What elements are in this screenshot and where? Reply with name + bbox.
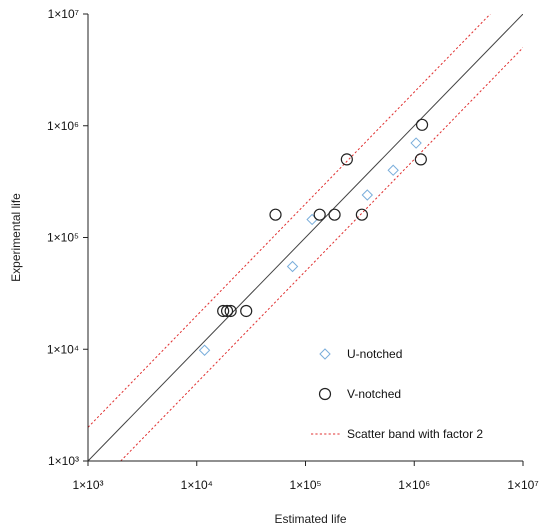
plot-area [88, 14, 523, 461]
diamond-point-0-4 [387, 164, 399, 176]
circle-point-1-9 [414, 153, 427, 166]
circle-point-1-6 [328, 208, 341, 221]
series-v-notched [217, 118, 429, 318]
diamond-point-0-3 [361, 189, 373, 201]
x-tick-label-2: 1×10⁵ [289, 478, 321, 492]
diamond-point-0-0 [198, 344, 211, 356]
diamond-point-0-2 [306, 213, 318, 226]
legend-symbol-diamond [319, 348, 331, 360]
y-tick-label-3: 1×10⁶ [47, 119, 79, 133]
legend-label-1: V-notched [347, 387, 401, 401]
y-tick-label-4: 1×10⁷ [48, 7, 79, 21]
series-u-notched [198, 137, 422, 356]
identity-line [88, 14, 523, 461]
x-tick-label-1: 1×10⁴ [181, 478, 213, 492]
x-tick-label-0: 1×10³ [72, 478, 103, 492]
x-axis-title: Estimated life [274, 512, 346, 526]
y-tick-label-1: 1×10⁴ [47, 342, 79, 356]
y-tick-label-0: 1×10³ [48, 454, 79, 468]
scatter-band-lower-line [120, 47, 523, 461]
circle-point-1-8 [340, 153, 353, 166]
legend: U-notched V-notched Scatter band with fact… [311, 347, 483, 441]
diamond-point-0-5 [410, 137, 422, 149]
circle-point-1-1 [220, 304, 234, 318]
diamond-point-0-1 [286, 260, 299, 273]
y-axis-title: Experimental life [9, 193, 23, 282]
legend-symbol-circle [318, 387, 332, 401]
y-tick-label-2: 1×10⁵ [47, 231, 79, 245]
axes: 1×10³ 1×10⁴ 1×10⁵ 1×10⁶ 1×10⁷ 1×10³ 1×10⁴ 1×10⁵… [47, 7, 539, 492]
circle-point-1-10 [415, 118, 429, 131]
circle-point-1-0 [217, 304, 230, 318]
scatter-band-upper-line [88, 14, 491, 428]
circle-point-1-2 [224, 304, 237, 318]
circle-point-1-7 [355, 208, 368, 221]
circle-point-1-5 [313, 208, 326, 221]
circle-point-1-4 [269, 208, 282, 221]
reference-lines [88, 14, 523, 461]
legend-label-2: Scatter band with factor 2 [347, 427, 483, 441]
x-tick-label-4: 1×10⁷ [507, 478, 538, 492]
legend-label-0: U-notched [347, 347, 402, 361]
x-tick-label-3: 1×10⁶ [398, 478, 430, 492]
circle-point-1-3 [240, 304, 253, 318]
data-points [198, 118, 429, 356]
